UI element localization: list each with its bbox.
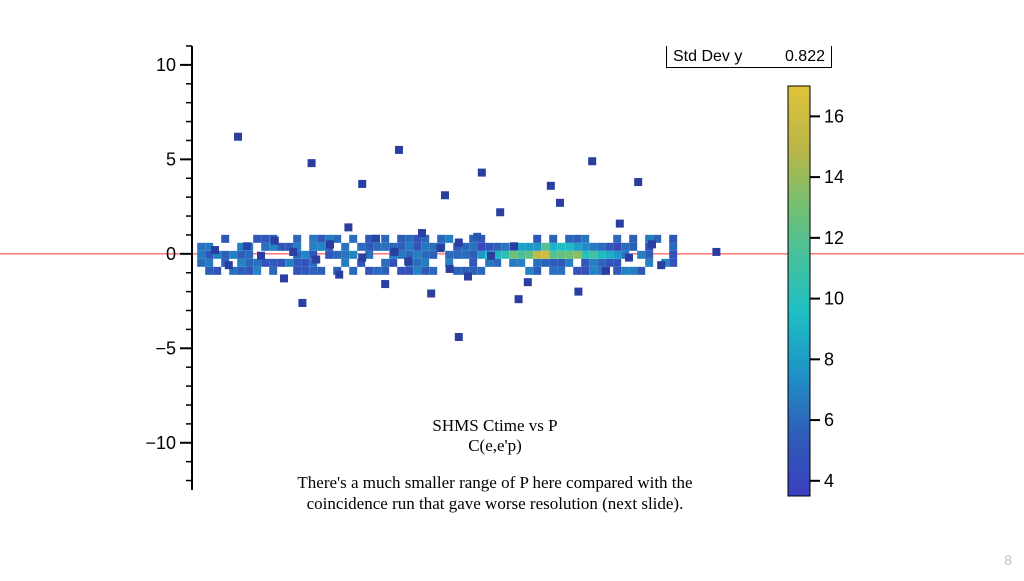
plot-description: There's a much smaller range of P here c… xyxy=(260,472,730,515)
plot-subtitle: C(e,e'p) xyxy=(260,436,730,456)
svg-text:6: 6 xyxy=(824,410,834,430)
svg-text:−10: −10 xyxy=(145,433,176,453)
stat-value: 0.822 xyxy=(785,48,825,66)
svg-text:10: 10 xyxy=(156,55,176,75)
slide-number: 8 xyxy=(1004,552,1012,568)
stat-box: Std Dev y 0.822 xyxy=(666,46,832,68)
svg-text:16: 16 xyxy=(824,106,844,126)
svg-text:4: 4 xyxy=(824,471,834,491)
svg-text:12: 12 xyxy=(824,228,844,248)
svg-text:5: 5 xyxy=(166,149,176,169)
stat-label: Std Dev y xyxy=(673,48,742,66)
plot-title: SHMS Ctime vs P xyxy=(260,416,730,436)
svg-text:8: 8 xyxy=(824,349,834,369)
slide: −10 −5 0 5 10 4 6 8 10 12 14 16 Std Dev y 0.822 SHM… xyxy=(0,0,1024,576)
svg-text:0: 0 xyxy=(166,244,176,264)
svg-text:10: 10 xyxy=(824,289,844,309)
svg-text:−5: −5 xyxy=(155,338,176,358)
svg-text:14: 14 xyxy=(824,167,844,187)
